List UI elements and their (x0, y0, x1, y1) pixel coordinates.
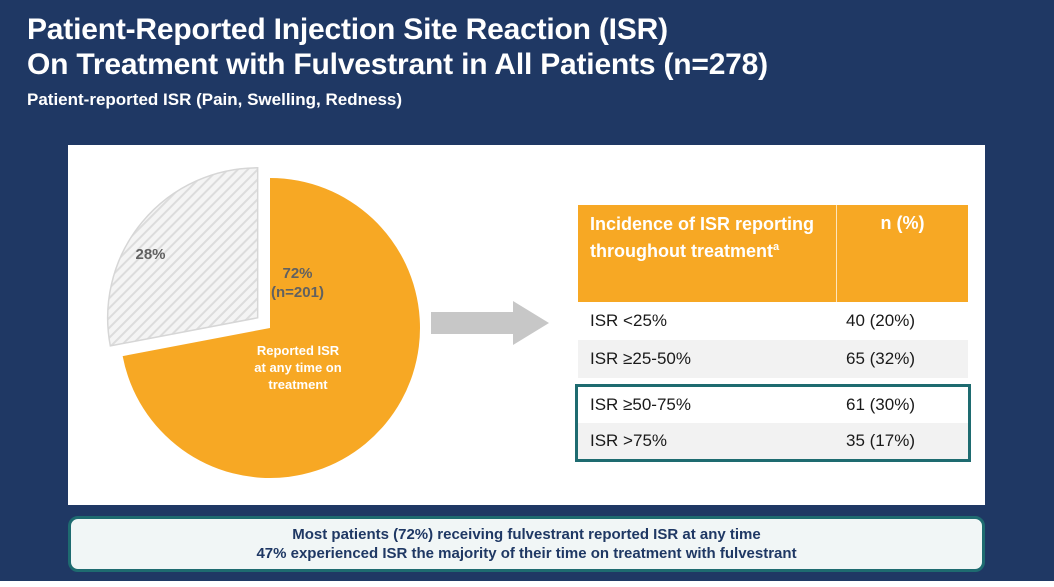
row-label: ISR <25% (590, 311, 668, 330)
pie-chart (106, 167, 420, 478)
isr-table: Incidence of ISR reporting throughout tr… (575, 205, 971, 462)
pie-caption: Reported ISR at any time on treatment (254, 343, 342, 392)
header-incidence-text: Incidence of ISR reporting throughout tr… (590, 214, 815, 261)
table-header: Incidence of ISR reporting throughout tr… (578, 205, 968, 302)
pie-label-72pct-n: (n=201) (271, 284, 324, 301)
row-value: 35 (17%) (846, 431, 915, 450)
header-cell-n-pct: n (%) (836, 205, 968, 302)
row-label: ISR ≥25-50% (590, 349, 691, 368)
header-footnote-marker: a (772, 241, 780, 253)
row-label: ISR >75% (590, 431, 668, 450)
arrow-right-icon (431, 301, 549, 345)
table-row: ISR ≥25-50% 65 (32%) (578, 340, 968, 378)
arrow-shape (431, 301, 549, 345)
pie-slice-orange (122, 178, 420, 478)
table-row: ISR >75% 35 (17%) (578, 423, 968, 459)
slide-title-line1: Patient-Reported Injection Site Reaction… (27, 13, 668, 46)
row-label: ISR ≥50-75% (590, 395, 691, 414)
pie-slice-gray (106, 167, 259, 347)
row-value: 61 (30%) (846, 395, 915, 414)
callout-line2: 47% experienced ISR the majority of thei… (256, 545, 797, 562)
highlight-box: ISR ≥50-75% 61 (30%) ISR >75% 35 (17%) (575, 384, 971, 462)
pie-label-28pct: 28% (135, 246, 166, 263)
pie-label-72pct-value: 72% (282, 265, 313, 282)
row-value: 65 (32%) (846, 349, 915, 368)
pie-label-72pct: 72% (n=201) (235, 264, 360, 302)
summary-callout: Most patients (72%) receiving fulvestran… (68, 516, 985, 572)
header-cell-incidence: Incidence of ISR reporting throughout tr… (578, 205, 836, 302)
row-value: 40 (20%) (846, 311, 915, 330)
table-row: ISR <25% 40 (20%) (578, 302, 968, 340)
table-rows-top: ISR <25% 40 (20%) ISR ≥25-50% 65 (32%) (578, 302, 968, 378)
slide-subtitle: Patient-reported ISR (Pain, Swelling, Re… (27, 90, 403, 109)
bottom-strip (0, 581, 1054, 587)
slide-title-line2: On Treatment with Fulvestrant in All Pat… (27, 48, 768, 81)
table-row: ISR ≥50-75% 61 (30%) (578, 387, 968, 423)
callout-line1: Most patients (72%) receiving fulvestran… (292, 526, 761, 543)
slide-title: Patient-Reported Injection Site Reaction… (27, 12, 768, 82)
